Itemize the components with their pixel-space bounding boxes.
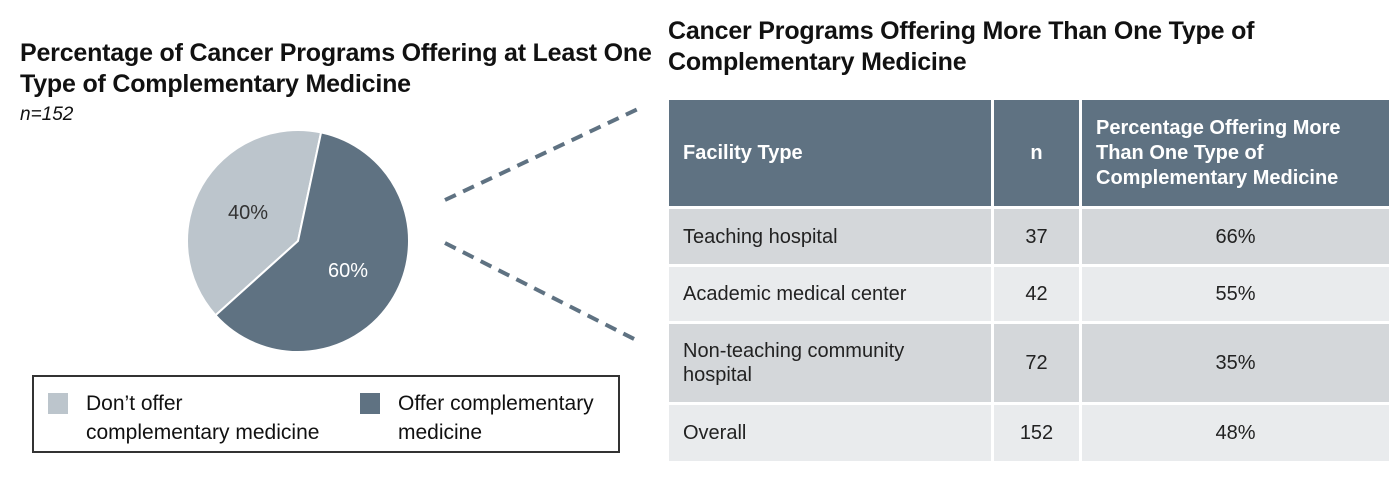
cell-percentage: 66% bbox=[1082, 209, 1389, 264]
table-row: Non-teaching community hospital 72 35% bbox=[669, 324, 1389, 402]
legend-label: Offer complementary medicine bbox=[398, 389, 594, 447]
connector-line-bottom bbox=[444, 241, 641, 344]
col-header-facility: Facility Type bbox=[669, 100, 991, 206]
cell-n: 42 bbox=[994, 267, 1079, 321]
pie-slice bbox=[214, 131, 410, 353]
col-header-percentage: Percentage Offering More Than One Type o… bbox=[1082, 100, 1389, 206]
table-row: Academic medical center 42 55% bbox=[669, 267, 1389, 321]
table-row: Overall 152 48% bbox=[669, 405, 1389, 461]
cell-facility: Teaching hospital bbox=[669, 209, 991, 264]
col-header-n: n bbox=[994, 100, 1079, 206]
sample-size: n=152 bbox=[20, 104, 74, 125]
pie-title: Percentage of Cancer Programs Offering a… bbox=[20, 39, 652, 98]
pie-data-label: 60% bbox=[328, 260, 368, 282]
cell-facility: Overall bbox=[669, 405, 991, 461]
cell-n: 72 bbox=[994, 324, 1079, 402]
legend-swatch bbox=[360, 393, 380, 414]
pie-slice bbox=[186, 129, 323, 317]
legend-swatch bbox=[48, 393, 68, 414]
legend-label: Don’t offer complementary medicine bbox=[86, 389, 319, 447]
legend: Don’t offer complementary medicine Offer … bbox=[32, 375, 620, 453]
facility-table: Facility Type n Percentage Offering More… bbox=[666, 97, 1392, 464]
cell-n: 37 bbox=[994, 209, 1079, 264]
cell-facility: Non-teaching community hospital bbox=[669, 324, 991, 402]
cell-percentage: 55% bbox=[1082, 267, 1389, 321]
cell-percentage: 48% bbox=[1082, 405, 1389, 461]
table-row: Teaching hospital 37 66% bbox=[669, 209, 1389, 264]
table-title: Cancer Programs Offering More Than One T… bbox=[668, 17, 1255, 76]
cell-percentage: 35% bbox=[1082, 324, 1389, 402]
legend-text: Don’t offer complementary medicine bbox=[86, 392, 320, 444]
legend-text: Offer complementary medicine bbox=[398, 392, 594, 444]
cell-facility: Academic medical center bbox=[669, 267, 991, 321]
pie-data-label: 40% bbox=[228, 202, 268, 224]
cell-n: 152 bbox=[994, 405, 1079, 461]
connector-line-top bbox=[444, 106, 641, 202]
